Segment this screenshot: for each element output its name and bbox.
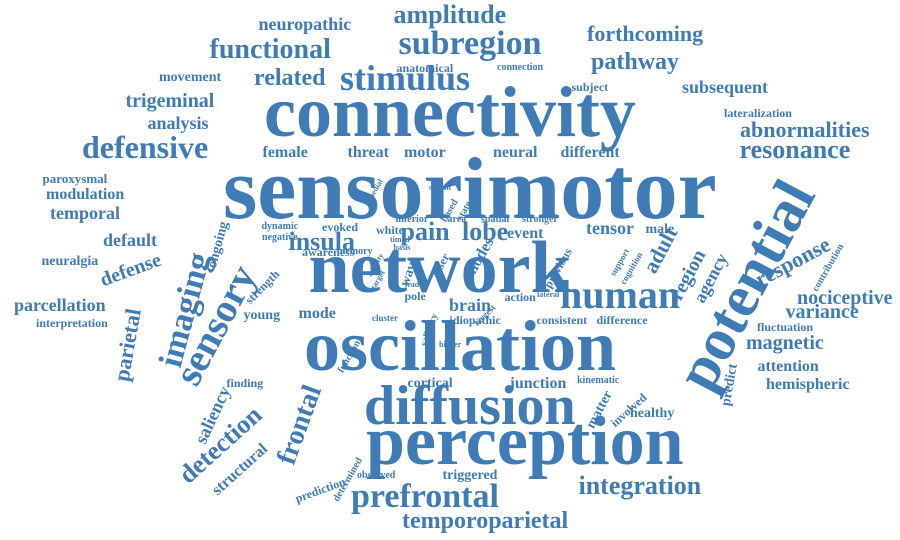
word: nociceptive xyxy=(797,287,893,309)
word: event xyxy=(507,225,544,242)
word: stronger xyxy=(522,214,558,225)
word: neuropathic xyxy=(258,14,352,34)
word: paroxysmal xyxy=(42,170,108,186)
word: forthcoming xyxy=(587,21,704,46)
word: lobe xyxy=(462,217,509,246)
word: different xyxy=(560,144,620,161)
word: dynamic xyxy=(261,221,299,232)
word: insula xyxy=(288,227,356,256)
word: functional xyxy=(209,34,331,65)
word: temporal xyxy=(50,203,120,223)
word: modulation xyxy=(46,186,125,203)
word: lateralization xyxy=(724,106,792,120)
word: higher xyxy=(439,340,462,349)
word: tensor xyxy=(586,218,634,238)
word: diffusion xyxy=(364,375,576,437)
word: oscillation xyxy=(304,306,617,386)
word: lateral xyxy=(537,290,560,299)
word: action xyxy=(504,290,536,304)
word: triggered xyxy=(442,468,498,483)
word: area xyxy=(447,214,467,225)
word: cortical xyxy=(407,376,453,391)
word: timed xyxy=(390,235,410,244)
word: attention xyxy=(757,358,819,375)
word: network xyxy=(308,227,572,309)
word: finding xyxy=(226,376,264,390)
word: prefrontal xyxy=(351,478,499,515)
word: movement xyxy=(159,70,222,85)
word: subject xyxy=(571,80,609,94)
word: defense xyxy=(96,248,164,292)
word: spatial xyxy=(481,214,510,225)
word: kinematic xyxy=(577,375,620,386)
word: magnetic xyxy=(746,332,824,354)
word: white xyxy=(376,223,404,237)
word: neural xyxy=(493,144,538,161)
word: inferior xyxy=(395,214,429,225)
word: variance xyxy=(785,301,859,323)
word: parcellation xyxy=(14,295,106,315)
word: pole xyxy=(404,289,426,303)
word: analysis xyxy=(147,113,209,133)
word: integration xyxy=(578,471,702,500)
word: basis xyxy=(393,243,411,252)
word: brain xyxy=(449,295,492,315)
word: memory xyxy=(337,246,373,257)
word: defensive xyxy=(82,129,209,165)
word: hemispheric xyxy=(766,376,850,393)
word: evoked xyxy=(322,220,358,234)
word: sensorimotor xyxy=(223,141,717,238)
word: parietal xyxy=(107,306,146,384)
word: awareness xyxy=(302,245,355,259)
word: observed xyxy=(357,470,396,481)
word: interpretation xyxy=(36,316,108,330)
word: anatomical xyxy=(396,61,454,75)
word: connection xyxy=(497,62,544,73)
word: temporoparietal xyxy=(402,508,569,534)
word: junction xyxy=(509,375,567,392)
word: perception xyxy=(366,403,684,480)
word: related xyxy=(254,65,326,91)
word: fluctuation xyxy=(757,320,814,334)
word: healthy xyxy=(630,406,675,421)
word: subregion xyxy=(398,25,542,62)
word: frontal xyxy=(270,381,329,469)
word: lead xyxy=(405,280,420,289)
word: female xyxy=(262,144,308,161)
word: neuralgia xyxy=(41,254,99,269)
word: consistent xyxy=(536,313,588,327)
word: connectivity xyxy=(264,72,636,152)
word: motor xyxy=(404,144,446,161)
word: human xyxy=(560,272,681,317)
word: stimulus xyxy=(340,58,471,98)
word: pain xyxy=(400,217,450,246)
word: idiopathic xyxy=(449,313,501,327)
word: trigeminal xyxy=(125,90,215,112)
word: male xyxy=(645,222,675,237)
word: threat xyxy=(347,144,389,161)
word: pathway xyxy=(591,49,680,75)
word: young xyxy=(243,308,281,323)
word: mode xyxy=(298,305,336,322)
word: amplitude xyxy=(393,0,507,29)
word: resonance xyxy=(739,135,851,164)
word: difference xyxy=(596,313,648,327)
word: subsequent xyxy=(682,77,769,97)
word: cluster xyxy=(372,312,398,323)
word: negative xyxy=(262,232,298,243)
word: abnormalities xyxy=(740,117,870,142)
word: default xyxy=(103,230,157,250)
word: salient xyxy=(429,183,452,192)
